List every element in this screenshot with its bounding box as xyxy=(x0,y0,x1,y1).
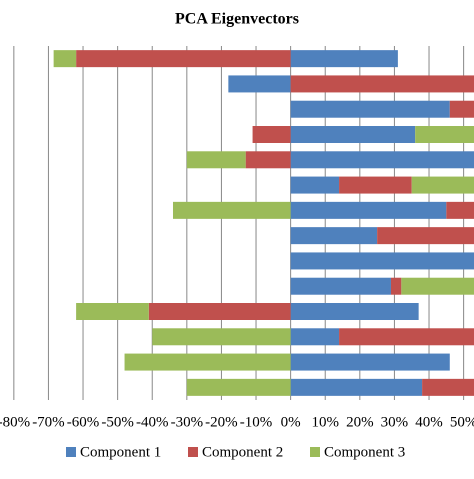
bar-segment xyxy=(152,328,291,346)
bar-segment xyxy=(422,378,474,396)
bar-segment xyxy=(124,353,291,371)
x-tick-label: -40% xyxy=(136,414,169,430)
bar-segment xyxy=(228,75,291,93)
bar-segment xyxy=(290,353,450,371)
bar-segment xyxy=(290,227,378,245)
legend-swatch xyxy=(188,447,198,457)
x-tick-label: 30% xyxy=(381,414,409,430)
bar-segment xyxy=(449,100,474,118)
bar-segment xyxy=(339,176,412,194)
bar-segment xyxy=(186,378,291,396)
bar-segment xyxy=(290,277,391,295)
x-tick-label: 20% xyxy=(346,414,374,430)
bar-segment xyxy=(290,151,474,169)
x-tick-label: 40% xyxy=(415,414,443,430)
bar-segment xyxy=(290,176,340,194)
x-tick-label: 50% xyxy=(450,414,474,430)
bar-segment xyxy=(172,201,291,219)
x-tick-label: -30% xyxy=(171,414,204,430)
x-tick-label: -10% xyxy=(240,414,273,430)
legend-label: Component 2 xyxy=(202,444,283,460)
legend-swatch xyxy=(66,447,76,457)
bar-segment xyxy=(76,303,149,320)
legend-swatch xyxy=(310,447,320,457)
x-tick-label: 10% xyxy=(311,414,339,430)
x-tick-label: 0% xyxy=(281,414,301,430)
bar-segment xyxy=(290,252,474,270)
bar-segment xyxy=(245,151,291,169)
bar-segment xyxy=(76,50,291,68)
x-tick-label: -70% xyxy=(32,414,65,430)
bar-segment xyxy=(401,277,474,295)
x-tick-label: -80% xyxy=(0,414,30,430)
legend-label: Component 3 xyxy=(324,444,405,460)
bar-segment xyxy=(290,201,447,219)
bar-segment xyxy=(252,126,291,143)
chart-title: PCA Eigenvectors xyxy=(175,11,299,28)
bar-segment xyxy=(53,50,77,68)
bar-segment xyxy=(390,277,402,295)
bar-segment xyxy=(290,328,340,346)
bar-segment xyxy=(290,378,423,396)
x-tick-label: -20% xyxy=(205,414,238,430)
bar-segment xyxy=(290,50,398,68)
bar-segment xyxy=(411,176,474,194)
bar-segment xyxy=(290,100,450,118)
bar-segment xyxy=(339,328,474,346)
bar-segment xyxy=(148,303,291,320)
x-tick-label: -60% xyxy=(67,414,100,430)
bar-segment xyxy=(290,126,416,143)
bar-segment xyxy=(377,227,474,245)
bar-segment xyxy=(290,303,419,320)
bar-segment xyxy=(186,151,246,169)
legend-label: Component 1 xyxy=(80,444,161,460)
x-tick-label: -50% xyxy=(101,414,134,430)
bar-segment xyxy=(446,201,474,219)
bar-segment xyxy=(290,75,474,93)
bar-segment xyxy=(415,126,474,143)
